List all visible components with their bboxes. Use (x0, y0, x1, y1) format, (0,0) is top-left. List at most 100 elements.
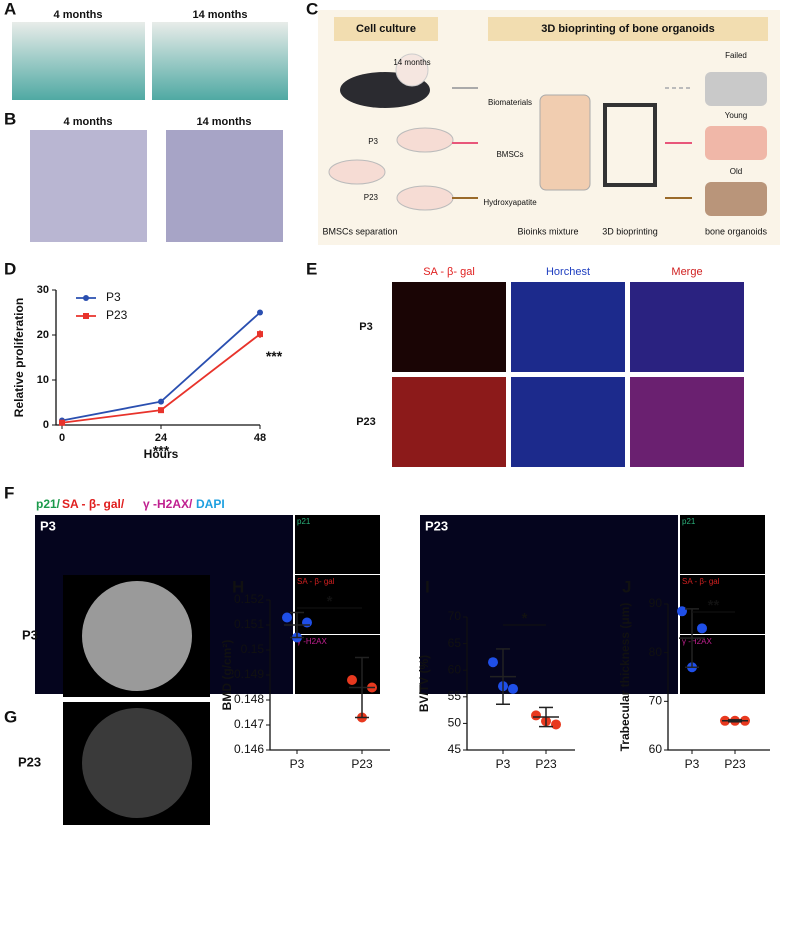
channel-label: p21 (297, 517, 311, 526)
label: P23 (364, 193, 379, 202)
image-content (82, 581, 192, 691)
point (158, 398, 164, 405)
label: BMSCs separation (322, 226, 397, 236)
point (488, 657, 498, 668)
image (392, 282, 506, 372)
legend-label: P3 (106, 290, 121, 304)
label: Hydroxyapatite (483, 198, 537, 207)
image (680, 515, 765, 574)
y-tick-label: 0.147 (234, 717, 264, 731)
annotation: * (327, 593, 333, 610)
x-tick-label: P3 (685, 757, 700, 771)
header: 14 months (192, 9, 247, 21)
y-tick-label: 65 (448, 636, 462, 650)
legend: SA - β- gal/ (62, 497, 125, 511)
legend: p21/ (36, 497, 61, 511)
label: P3 (368, 137, 378, 146)
panel-label: E (306, 259, 317, 278)
y-axis-label: BV/TV (%) (417, 655, 431, 712)
sample-label: P3 (40, 518, 56, 533)
label: BMSCs (496, 150, 523, 159)
legend: γ -H2AX/ (143, 497, 193, 511)
y-tick-label: 70 (649, 694, 663, 708)
row-label: P23 (18, 754, 41, 769)
organoid (705, 126, 767, 160)
panel-label: D (4, 259, 16, 278)
channel-label: γ -H2AX (297, 637, 327, 646)
panel-label: I (425, 577, 430, 596)
y-tick-label: 0.149 (234, 667, 264, 681)
x-tick-label: P23 (724, 757, 746, 771)
row-label: P3 (22, 627, 38, 642)
y-tick-label: 0.151 (234, 617, 264, 631)
point (347, 675, 357, 685)
dish (396, 185, 454, 211)
label: 3D bioprinting (602, 226, 658, 236)
y-tick-label: 70 (448, 609, 462, 623)
image (295, 635, 380, 694)
organoid (705, 72, 767, 106)
panel-label: B (4, 109, 16, 128)
label: Biomaterials (488, 98, 532, 107)
y-tick-label: 60 (448, 662, 462, 676)
legend-marker (83, 313, 89, 319)
column-header: Merge (671, 266, 702, 278)
x-tick-label: 48 (254, 432, 266, 444)
y-axis-label: Trabecular thickness (μm) (618, 603, 632, 752)
point (59, 419, 65, 426)
point (282, 612, 292, 623)
sample-label: P23 (425, 518, 448, 533)
y-tick-label: 10 (37, 374, 49, 386)
annotation: *** (153, 443, 170, 459)
column-header: SA - β- gal (423, 266, 475, 278)
x-tick-label: P3 (290, 757, 305, 771)
x-axis-label: Hours (144, 447, 179, 461)
stage-box (488, 17, 768, 41)
point (302, 617, 312, 628)
image (152, 22, 288, 100)
panel-label: F (4, 483, 14, 502)
legend-label: P23 (106, 308, 128, 322)
stage: 3D bioprinting of bone organoids (541, 23, 715, 35)
y-tick-label: 55 (448, 689, 462, 703)
organoid (705, 182, 767, 216)
header: 14 months (196, 116, 251, 128)
point (697, 623, 707, 634)
image (680, 575, 765, 634)
y-tick-label: 45 (448, 742, 462, 756)
y-tick-label: 50 (448, 716, 462, 730)
y-tick-label: 0.148 (234, 692, 264, 706)
beaker (539, 94, 591, 191)
label: bone organoids (705, 226, 768, 236)
x-tick-label: 24 (155, 432, 168, 444)
annotation: * (522, 610, 528, 627)
image (166, 130, 283, 242)
image (295, 515, 380, 574)
panel-label: J (622, 577, 631, 596)
y-tick-label: 20 (37, 329, 49, 341)
image (12, 22, 145, 100)
channel-label: SA - β- gal (682, 577, 720, 586)
icon (395, 53, 429, 87)
point (158, 407, 164, 414)
point (508, 683, 518, 694)
image (630, 282, 744, 372)
y-axis-label: Relative proliferation (12, 298, 26, 417)
label: 14 months (393, 58, 430, 67)
printer (603, 103, 657, 187)
image (630, 377, 744, 467)
y-tick-label: 0.152 (234, 592, 264, 606)
image-content (82, 708, 192, 818)
label: Young (725, 111, 747, 120)
panel-label: G (4, 707, 17, 726)
panel-label: H (232, 577, 244, 596)
label: Old (730, 167, 742, 176)
channel-label: SA - β- gal (297, 577, 335, 586)
y-tick-label: 30 (37, 284, 49, 296)
y-tick-label: 0 (43, 419, 49, 431)
x-tick-label: P23 (351, 757, 373, 771)
dish (328, 159, 386, 185)
image (420, 515, 678, 694)
row-label: P23 (356, 416, 376, 428)
